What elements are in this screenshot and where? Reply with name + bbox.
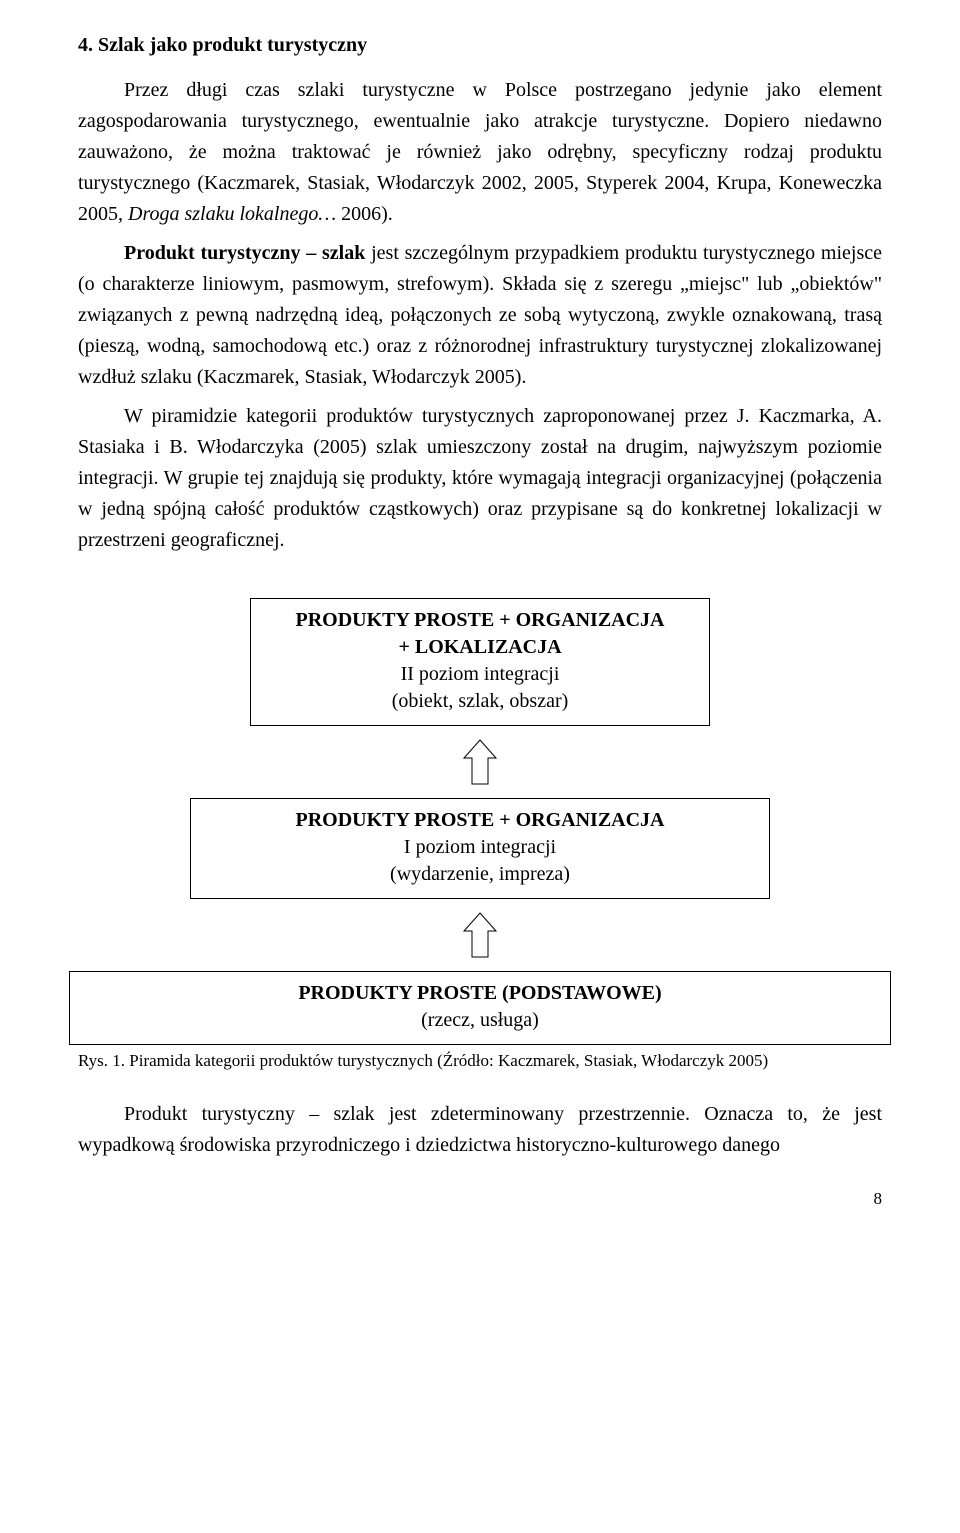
box2-title: PRODUKTY PROSTE + ORGANIZACJA [205,807,755,834]
figure-caption: Rys. 1. Piramida kategorii produktów tur… [78,1051,882,1071]
arrow-path [464,740,496,784]
pyramid-diagram: PRODUKTY PROSTE + ORGANIZACJA + LOKALIZA… [78,598,882,1045]
paragraph-3: W piramidzie kategorii produktów turysty… [78,401,882,556]
box2-sub2: (wydarzenie, impreza) [205,861,755,888]
box3-sub2: (obiekt, szlak, obszar) [265,688,695,715]
paragraph-4: Produkt turystyczny – szlak jest zdeterm… [78,1099,882,1161]
p1-italic: Droga szlaku lokalnego… [128,203,336,225]
page-content: 4. Szlak jako produkt turystyczny Przez … [0,0,960,1229]
diagram-box-level-2: PRODUKTY PROSTE + ORGANIZACJA + LOKALIZA… [250,598,710,726]
box1-sub: (rzecz, usługa) [84,1007,876,1034]
box2-sub1: I poziom integracji [205,834,755,861]
paragraph-1: Przez długi czas szlaki turystyczne w Po… [78,75,882,230]
up-arrow-icon [460,738,500,786]
box3-title2: + LOKALIZACJA [265,634,695,661]
p2-bold: Produkt turystyczny – szlak [124,242,365,264]
arrow-path [464,913,496,957]
box3-title1: PRODUKTY PROSTE + ORGANIZACJA [265,607,695,634]
diagram-box-level-1: PRODUKTY PROSTE + ORGANIZACJA I poziom i… [190,798,770,899]
up-arrow-icon [460,911,500,959]
box3-sub1: II poziom integracji [265,661,695,688]
page-number: 8 [78,1189,882,1209]
p1-text-b: 2006). [336,203,393,225]
section-heading: 4. Szlak jako produkt turystyczny [78,34,882,57]
diagram-box-level-0: PRODUKTY PROSTE (PODSTAWOWE) (rzecz, usł… [69,971,891,1045]
box1-title: PRODUKTY PROSTE (PODSTAWOWE) [84,980,876,1007]
paragraph-2: Produkt turystyczny – szlak jest szczegó… [78,238,882,393]
